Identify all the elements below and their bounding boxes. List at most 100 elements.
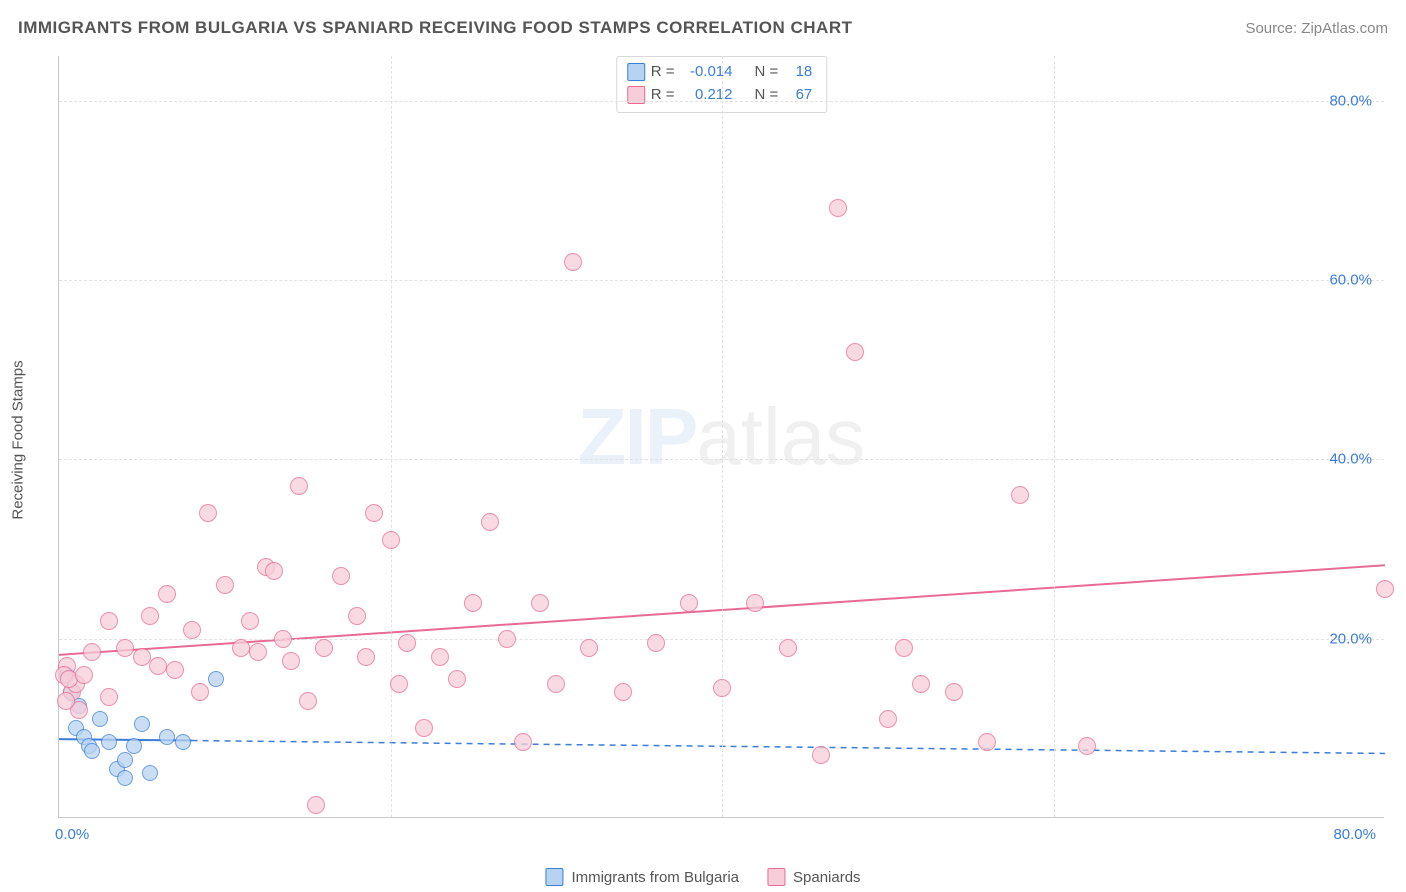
r-value: 0.212 [681, 84, 733, 107]
data-point-spaniards [282, 652, 300, 670]
data-point-bulgaria [117, 770, 133, 786]
data-point-spaniards [158, 585, 176, 603]
chart-title: IMMIGRANTS FROM BULGARIA VS SPANIARD REC… [18, 18, 852, 38]
data-point-bulgaria [101, 734, 117, 750]
data-point-spaniards [274, 630, 292, 648]
data-point-spaniards [895, 639, 913, 657]
data-point-spaniards [133, 648, 151, 666]
x-tick-label: 80.0% [1333, 826, 1376, 843]
legend-label: Spaniards [793, 869, 861, 886]
data-point-spaniards [199, 504, 217, 522]
data-point-bulgaria [208, 671, 224, 687]
data-point-spaniards [57, 692, 75, 710]
data-point-spaniards [149, 657, 167, 675]
gridline-v [722, 56, 723, 817]
data-point-spaniards [348, 607, 366, 625]
data-point-spaniards [390, 675, 408, 693]
data-point-spaniards [448, 670, 466, 688]
legend-stat-row-bulgaria: R = -0.014 N =18 [627, 61, 813, 84]
data-point-spaniards [315, 639, 333, 657]
data-point-spaniards [829, 199, 847, 217]
data-point-spaniards [415, 719, 433, 737]
data-point-spaniards [241, 612, 259, 630]
data-point-spaniards [249, 643, 267, 661]
data-point-spaniards [580, 639, 598, 657]
n-value: 67 [784, 84, 812, 107]
data-point-spaniards [713, 679, 731, 697]
data-point-spaniards [299, 692, 317, 710]
data-point-spaniards [481, 513, 499, 531]
data-point-spaniards [382, 531, 400, 549]
data-point-bulgaria [117, 752, 133, 768]
data-point-spaniards [332, 567, 350, 585]
data-point-spaniards [547, 675, 565, 693]
data-point-spaniards [464, 594, 482, 612]
legend-swatch-bulgaria [627, 63, 645, 81]
data-point-spaniards [1011, 486, 1029, 504]
data-point-spaniards [75, 666, 93, 684]
data-point-spaniards [1078, 737, 1096, 755]
gridline-v [1054, 56, 1055, 817]
data-point-spaniards [100, 688, 118, 706]
gridline-v [391, 56, 392, 817]
data-point-spaniards [431, 648, 449, 666]
data-point-spaniards [357, 648, 375, 666]
n-label: N = [755, 61, 779, 84]
data-point-spaniards [265, 562, 283, 580]
data-point-spaniards [647, 634, 665, 652]
data-point-spaniards [116, 639, 134, 657]
data-point-spaniards [191, 683, 209, 701]
data-point-spaniards [945, 683, 963, 701]
data-point-spaniards [564, 253, 582, 271]
data-point-spaniards [216, 576, 234, 594]
data-point-spaniards [365, 504, 383, 522]
data-point-spaniards [912, 675, 930, 693]
data-point-bulgaria [159, 729, 175, 745]
data-point-spaniards [183, 621, 201, 639]
data-point-spaniards [978, 733, 996, 751]
data-point-spaniards [846, 343, 864, 361]
r-value: -0.014 [681, 61, 733, 84]
r-label: R = [651, 84, 675, 107]
data-point-spaniards [531, 594, 549, 612]
data-point-spaniards [166, 661, 184, 679]
source-label: Source: ZipAtlas.com [1245, 20, 1388, 37]
data-point-spaniards [498, 630, 516, 648]
data-point-spaniards [398, 634, 416, 652]
y-tick-label: 60.0% [1329, 272, 1372, 289]
legend-swatch-bulgaria [545, 868, 563, 886]
y-axis-title: Receiving Food Stamps [10, 360, 27, 519]
data-point-spaniards [812, 746, 830, 764]
r-label: R = [651, 61, 675, 84]
legend-item-bulgaria: Immigrants from Bulgaria [545, 868, 739, 886]
y-tick-label: 80.0% [1329, 92, 1372, 109]
data-point-spaniards [680, 594, 698, 612]
data-point-bulgaria [134, 716, 150, 732]
y-tick-label: 20.0% [1329, 630, 1372, 647]
data-point-spaniards [614, 683, 632, 701]
data-point-spaniards [746, 594, 764, 612]
data-point-spaniards [879, 710, 897, 728]
data-point-spaniards [100, 612, 118, 630]
data-point-spaniards [290, 477, 308, 495]
data-point-spaniards [232, 639, 250, 657]
x-tick-label: 0.0% [55, 826, 89, 843]
n-label: N = [755, 84, 779, 107]
data-point-spaniards [779, 639, 797, 657]
plot-area: ZIPatlas R =-0.014N =18R =0.212N =67 20.… [58, 56, 1384, 818]
data-point-spaniards [1376, 580, 1394, 598]
data-point-bulgaria [142, 765, 158, 781]
series-legend: Immigrants from Bulgaria Spaniards [545, 868, 860, 886]
data-point-spaniards [83, 643, 101, 661]
data-point-bulgaria [84, 743, 100, 759]
y-tick-label: 40.0% [1329, 451, 1372, 468]
data-point-bulgaria [175, 734, 191, 750]
data-point-bulgaria [92, 711, 108, 727]
data-point-spaniards [141, 607, 159, 625]
legend-label: Immigrants from Bulgaria [571, 869, 739, 886]
legend-item-spaniards: Spaniards [767, 868, 861, 886]
legend-stat-row-spaniards: R = 0.212 N =67 [627, 84, 813, 107]
trend-line-dashed-bulgaria [192, 741, 1385, 754]
legend-swatch-spaniards [767, 868, 785, 886]
n-value: 18 [784, 61, 812, 84]
